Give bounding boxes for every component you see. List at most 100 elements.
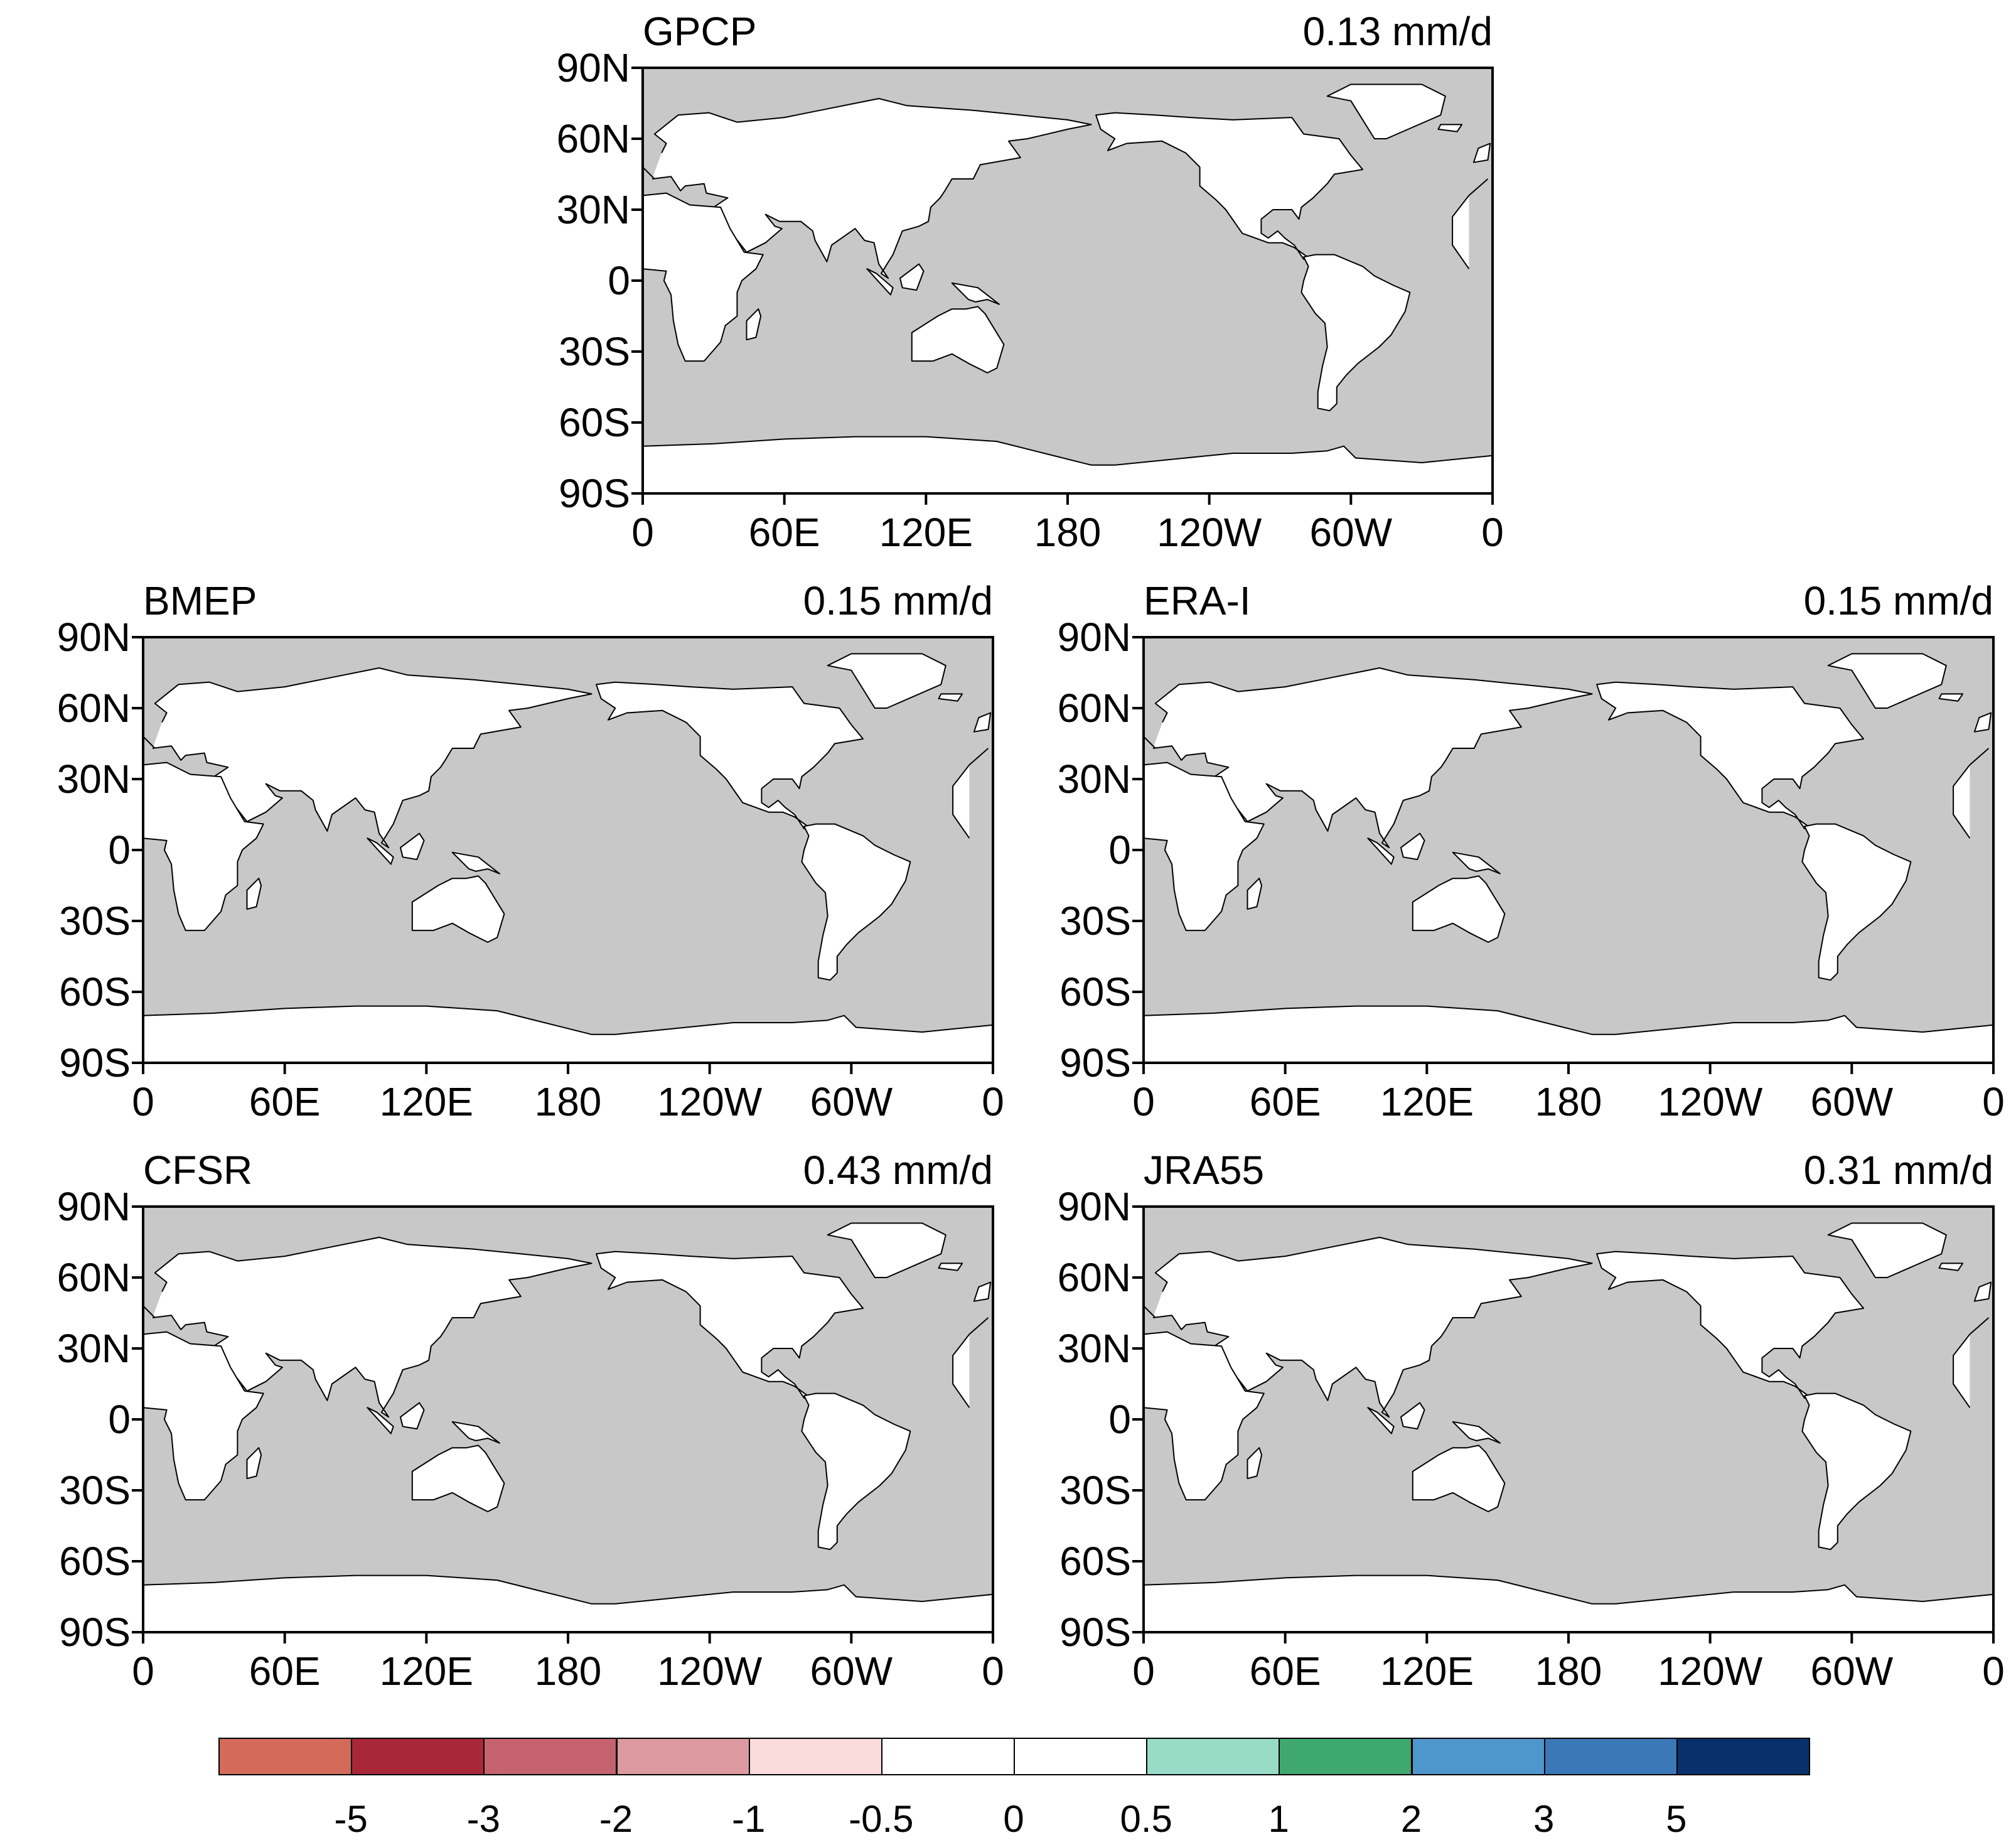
land-mass (642, 436, 1493, 494)
land-mass (1938, 693, 1964, 702)
land-mass (142, 667, 989, 849)
land-mass (367, 1407, 394, 1434)
colorbar-swatch (351, 1738, 485, 1775)
panel-title: CFSR (143, 1148, 253, 1193)
lon-tick-label: 0 (1132, 1079, 1155, 1124)
lat-tick-label: 30N (1057, 756, 1131, 802)
lon-tick-label: 180 (534, 1649, 602, 1694)
land-mass (1412, 875, 1506, 943)
map-plot (132, 636, 994, 1074)
land-mass (1143, 667, 1990, 849)
land-mass (411, 1445, 505, 1512)
colorbar-swatch (1676, 1738, 1810, 1775)
lat-tick-label: 30N (56, 756, 131, 802)
lon-tick-label: 60E (1249, 1649, 1321, 1694)
lon-tick-label: 180 (1535, 1079, 1602, 1124)
land-mass (1827, 653, 1947, 709)
colorbar (218, 1738, 1810, 1778)
lat-tick-label: 60N (556, 116, 630, 161)
land-mass (866, 268, 894, 296)
lon-tick-label: 60E (748, 510, 820, 555)
land-mass (1596, 1251, 1865, 1399)
lon-tick-label: 120E (879, 510, 973, 555)
lon-tick-label: 120W (1157, 510, 1262, 555)
lat-tick-label: 60S (59, 969, 131, 1014)
lon-tick-label: 0 (132, 1649, 154, 1694)
land-mass (973, 712, 992, 733)
map-plot (1132, 1205, 1995, 1644)
lon-tick-label: 60W (1309, 510, 1393, 555)
lat-tick-label: 60S (1059, 969, 1131, 1014)
panel-title: JRA55 (1144, 1148, 1265, 1193)
lon-tick-label: 120W (657, 1079, 763, 1124)
lon-tick-label: 120E (379, 1079, 474, 1124)
lon-tick-label: 60W (810, 1649, 893, 1694)
lat-tick-label: 90S (559, 471, 630, 516)
lat-tick-label: 60S (559, 400, 630, 445)
lat-tick-label: 90N (1057, 1184, 1131, 1229)
lon-tick-label: 0 (132, 1079, 154, 1124)
lat-tick-label: 30S (559, 329, 630, 374)
land-mass (246, 878, 262, 910)
lon-tick-label: 0 (1132, 1649, 1155, 1694)
land-mass (142, 1005, 994, 1063)
lat-tick-label: 0 (108, 1397, 131, 1442)
lat-tick-label: 60N (56, 686, 131, 731)
land-mass (911, 306, 1005, 374)
lon-tick-label: 0 (1982, 1079, 2005, 1124)
land-mass (1143, 761, 1971, 932)
land-mass (938, 1262, 963, 1271)
lat-tick-label: 90N (556, 45, 630, 90)
lat-tick-label: 30S (1059, 1468, 1131, 1513)
lon-tick-label: 120E (1380, 1649, 1474, 1694)
panel-mean-value: 0.13 mm/d (1302, 9, 1493, 54)
colorbar-swatch (881, 1738, 1015, 1775)
lat-tick-label: 90S (1059, 1040, 1131, 1085)
lon-tick-label: 0 (631, 510, 654, 555)
lon-tick-label: 60W (1810, 1649, 1894, 1694)
lat-tick-label: 30N (56, 1326, 131, 1371)
colorbar-label: -0.5 (849, 1798, 914, 1840)
colorbar-label: 5 (1666, 1798, 1687, 1840)
colorbar-label: -3 (466, 1798, 501, 1840)
map-plot (631, 67, 1494, 505)
land-mass (596, 681, 864, 830)
colorbar-swatch (483, 1738, 618, 1775)
lat-tick-label: 30N (556, 187, 630, 232)
lat-tick-label: 0 (108, 827, 131, 873)
lon-tick-label: 120W (1658, 1079, 1763, 1124)
lat-tick-label: 30S (59, 1468, 131, 1513)
lon-tick-label: 120W (1658, 1649, 1763, 1694)
lat-tick-label: 90N (56, 615, 131, 660)
land-mass (400, 832, 425, 861)
land-mass (1143, 1331, 1971, 1501)
land-mass (1367, 1407, 1395, 1434)
lat-tick-label: 0 (608, 258, 630, 303)
colorbar-label: 3 (1533, 1798, 1555, 1840)
land-mass (1472, 143, 1491, 163)
lon-tick-label: 0 (1481, 510, 1504, 555)
land-mass (367, 837, 394, 865)
colorbar-label: 0.5 (1120, 1798, 1172, 1840)
lon-tick-label: 60E (249, 1079, 321, 1124)
lon-tick-label: 0 (1982, 1649, 2005, 1694)
land-mass (411, 875, 505, 943)
lon-tick-label: 120E (1380, 1079, 1474, 1124)
lat-tick-label: 0 (1108, 1397, 1131, 1442)
land-mass (1300, 254, 1411, 412)
lon-tick-label: 60E (1249, 1079, 1321, 1124)
land-mass (642, 98, 1489, 279)
lon-tick-label: 60W (810, 1079, 893, 1124)
colorbar-swatch (616, 1738, 750, 1775)
land-mass (1973, 1281, 1992, 1302)
land-mass (451, 1421, 500, 1444)
lon-tick-label: 180 (1535, 1649, 1602, 1694)
map-panel-cfsr: CFSR 0.43 mm/d 90N 60N 30N 0 30S 60S 90S 0 60E 1… (57, 1150, 1004, 1691)
land-mass (1827, 1222, 1947, 1278)
land-mass (1437, 124, 1463, 132)
land-mass (827, 653, 946, 709)
land-mass (1452, 1421, 1501, 1444)
land-mass (801, 823, 911, 981)
map-plot (1132, 636, 1995, 1074)
lat-tick-label: 60N (56, 1255, 131, 1300)
